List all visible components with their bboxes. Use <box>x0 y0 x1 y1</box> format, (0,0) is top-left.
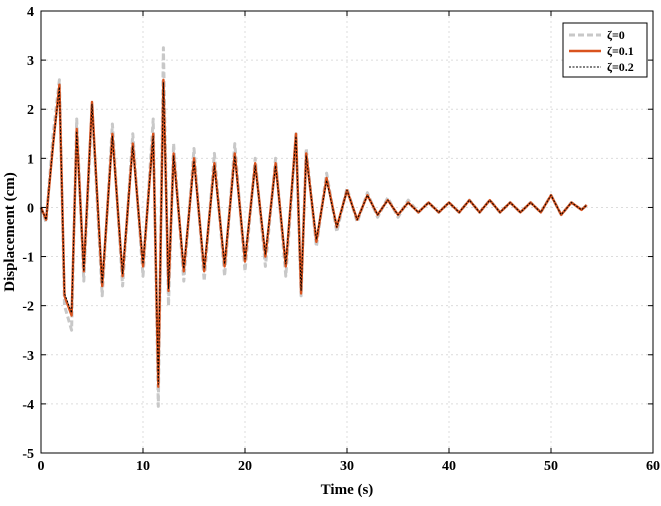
y-axis-title: Displacement (cm) <box>2 172 18 292</box>
y-tick-label: 2 <box>27 103 34 118</box>
x-axis-title: Time (s) <box>321 482 374 498</box>
y-tick-label: 1 <box>27 152 34 167</box>
y-tick-label: -3 <box>22 349 34 364</box>
legend-label-0: ζ=0 <box>607 28 625 42</box>
ticks: 0 10 20 30 40 50 60 -5 -4 -3 -2 -1 0 1 2 3 4 <box>22 5 660 474</box>
y-tick-label: -2 <box>22 300 34 315</box>
grid <box>41 11 653 453</box>
series-line-2 <box>40 81 588 385</box>
y-tick-label: -5 <box>22 447 34 462</box>
x-tick-label: 60 <box>646 459 660 474</box>
x-tick-label: 50 <box>544 459 558 474</box>
plot-series <box>39 46 588 408</box>
series-line-1 <box>39 78 588 388</box>
y-tick-label: -4 <box>22 398 34 413</box>
y-tick-label: 4 <box>27 5 34 20</box>
y-tick-label: -1 <box>22 251 34 266</box>
y-tick-label: 3 <box>27 54 34 69</box>
legend-label-1: ζ=0.1 <box>607 44 634 58</box>
legend-items: ζ=0 ζ=0.1 ζ=0.2 <box>569 28 634 74</box>
legend-label-2: ζ=0.2 <box>607 60 634 74</box>
x-tick-label: 10 <box>136 459 150 474</box>
legend: ζ=0 ζ=0.1 ζ=0.2 <box>562 22 648 78</box>
y-tick-label: 0 <box>27 201 34 216</box>
x-tick-label: 20 <box>238 459 252 474</box>
x-tick-label: 0 <box>38 459 45 474</box>
x-tick-label: 40 <box>442 459 456 474</box>
x-tick-label: 30 <box>340 459 354 474</box>
